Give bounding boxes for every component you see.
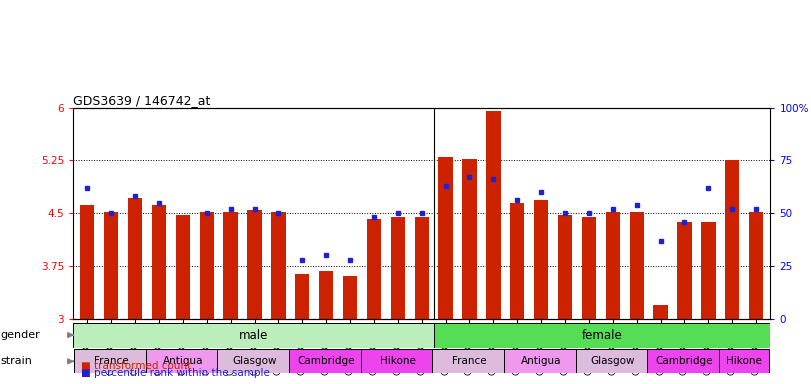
Bar — [361, 349, 435, 373]
Bar — [73, 323, 434, 348]
Bar — [224, 212, 238, 319]
Text: gender: gender — [1, 330, 41, 340]
Bar — [725, 161, 740, 319]
Bar — [152, 205, 166, 319]
Text: ■ transformed count: ■ transformed count — [81, 361, 191, 371]
Bar — [414, 217, 429, 319]
Bar — [606, 212, 620, 319]
Text: Hikone: Hikone — [726, 356, 762, 366]
Bar — [510, 202, 525, 319]
Bar — [104, 212, 118, 319]
Text: GDS3639 / 146742_at: GDS3639 / 146742_at — [73, 94, 210, 108]
Bar — [217, 349, 291, 373]
Bar — [439, 157, 453, 319]
Bar — [271, 212, 285, 319]
Bar — [487, 111, 500, 319]
Bar — [749, 212, 763, 319]
Bar — [128, 198, 142, 319]
Bar — [581, 217, 596, 319]
Bar — [558, 215, 573, 319]
Bar — [176, 215, 190, 319]
Text: strain: strain — [1, 356, 32, 366]
Bar — [290, 349, 363, 373]
Text: Glasgow: Glasgow — [590, 356, 635, 366]
Bar — [677, 222, 692, 319]
Bar — [654, 305, 667, 319]
Text: male: male — [238, 329, 268, 341]
Bar — [432, 349, 507, 373]
Bar — [719, 349, 770, 373]
Bar — [391, 217, 405, 319]
Bar — [504, 349, 578, 373]
Bar — [247, 210, 262, 319]
Bar — [462, 159, 477, 319]
Text: Antigua: Antigua — [521, 356, 561, 366]
Bar — [319, 271, 333, 319]
Bar — [146, 349, 220, 373]
Text: ■ percentile rank within the sample: ■ percentile rank within the sample — [81, 368, 270, 378]
Bar — [576, 349, 650, 373]
Bar — [74, 349, 148, 373]
Text: France: France — [94, 356, 128, 366]
Text: Glasgow: Glasgow — [232, 356, 277, 366]
Text: Hikone: Hikone — [380, 356, 416, 366]
Text: female: female — [581, 329, 622, 341]
Bar — [534, 200, 548, 319]
Bar — [295, 274, 310, 319]
Text: Antigua: Antigua — [163, 356, 203, 366]
Bar — [647, 349, 722, 373]
Bar — [702, 222, 715, 319]
Text: Cambridge: Cambridge — [298, 356, 355, 366]
Text: Cambridge: Cambridge — [656, 356, 713, 366]
Bar — [434, 323, 770, 348]
Text: France: France — [453, 356, 487, 366]
Bar — [629, 212, 644, 319]
Bar — [343, 276, 357, 319]
Bar — [367, 219, 381, 319]
Bar — [80, 205, 95, 319]
Bar — [200, 212, 214, 319]
